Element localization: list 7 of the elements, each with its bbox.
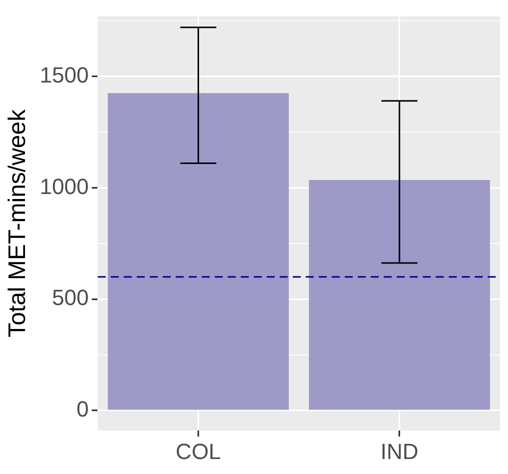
y-tick-label: 1000 — [40, 174, 89, 199]
y-tick-label: 1500 — [40, 62, 89, 88]
x-tick-label: IND — [380, 438, 418, 464]
y-tick-label: 0 — [76, 396, 89, 422]
y-tick-label: 500 — [52, 285, 89, 310]
x-tick-label: COL — [176, 438, 221, 464]
y-axis-title: Total MET-mins/week — [4, 108, 32, 338]
